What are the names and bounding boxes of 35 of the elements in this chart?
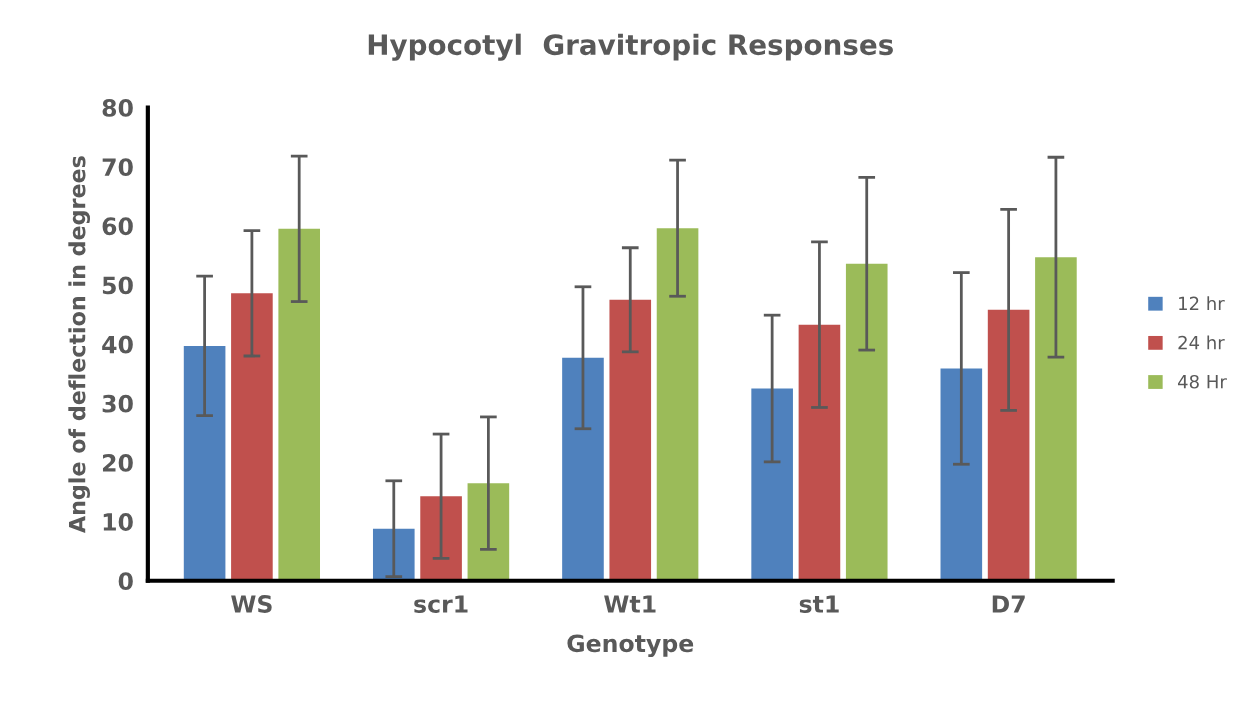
bar	[183, 345, 226, 581]
x-axis-title: Genotype	[567, 634, 694, 658]
y-tick-label: 10	[103, 513, 133, 531]
bar	[278, 228, 321, 581]
x-tick-label: scr1	[414, 595, 468, 613]
y-tick-label: 30	[102, 394, 133, 413]
y-tick-label: 20	[102, 453, 133, 472]
x-tick-label: Wt1	[604, 595, 656, 613]
chart-title: Hypocotyl Gravitropic Responses	[368, 33, 893, 61]
x-tick-label: D7	[992, 595, 1025, 613]
legend-label: 48 Hr	[1177, 374, 1227, 389]
x-tick-label: WS	[231, 595, 272, 613]
y-tick-label: 80	[102, 99, 133, 117]
legend-label: 24 hr	[1178, 335, 1225, 350]
y-tick-label: 50	[102, 276, 133, 295]
bar	[751, 388, 793, 581]
bar	[940, 368, 983, 581]
legend-label: 12 hr	[1179, 296, 1225, 310]
bar	[609, 299, 652, 581]
y-tick-label: 40	[102, 335, 133, 354]
y-axis-title: Angle of deflection in degrees	[68, 156, 90, 534]
bar	[562, 357, 604, 581]
bar	[798, 324, 841, 581]
bar	[1035, 257, 1077, 581]
y-tick-label: 70	[102, 158, 133, 177]
bar	[467, 483, 510, 581]
bar	[656, 228, 699, 581]
bar	[231, 293, 273, 581]
bar	[987, 309, 1030, 581]
y-tick-label: 0	[118, 572, 133, 591]
bar	[420, 496, 462, 581]
x-tick-label: st1	[799, 595, 839, 613]
bar	[845, 263, 888, 581]
y-tick-label: 60	[102, 217, 133, 236]
bar	[372, 528, 415, 581]
